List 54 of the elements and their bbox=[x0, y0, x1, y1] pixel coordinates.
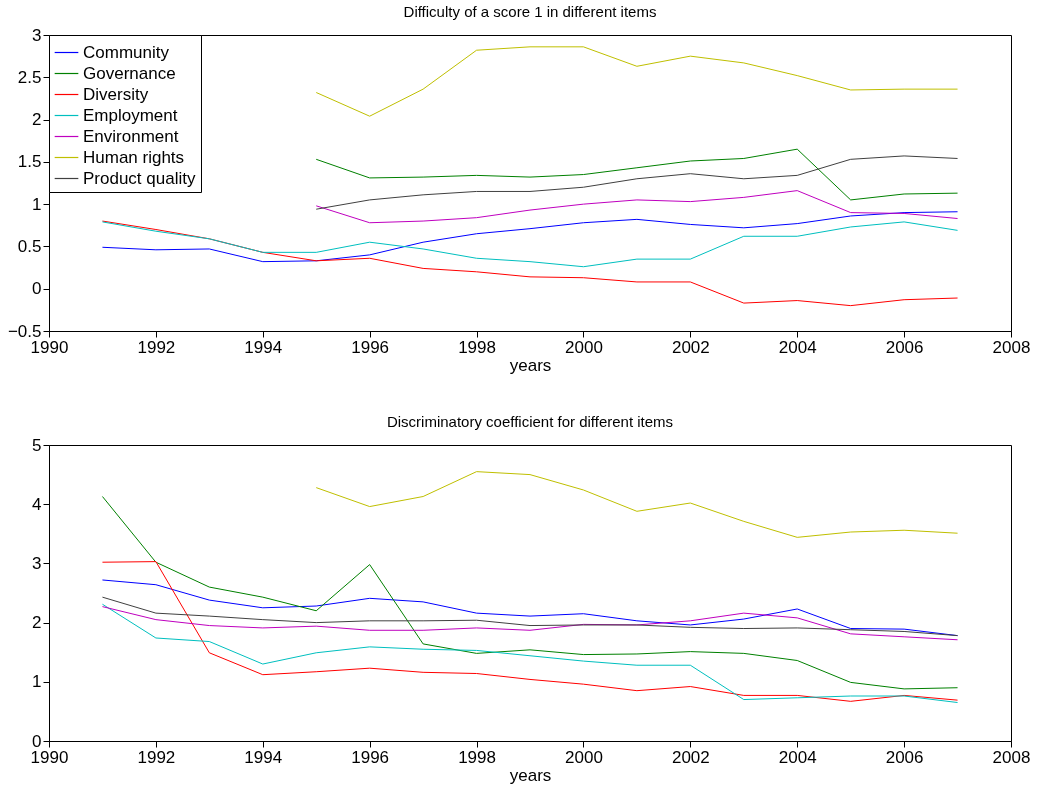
line-series bbox=[101, 606, 959, 641]
x-axis-title: years bbox=[509, 765, 552, 785]
y-tick-label: 2 bbox=[32, 613, 42, 633]
x-tick-label: 1994 bbox=[244, 337, 283, 357]
x-tick-label: 2000 bbox=[565, 337, 603, 357]
legend-label: Environment bbox=[83, 126, 179, 146]
y-tick-label: 0 bbox=[32, 279, 42, 299]
chart-title: Difficulty of a score 1 in different items bbox=[403, 3, 657, 20]
x-tick-label: 1996 bbox=[351, 337, 390, 357]
line-series bbox=[315, 471, 959, 538]
x-tick-label: 1992 bbox=[137, 747, 176, 767]
line-series bbox=[101, 211, 959, 263]
x-tick-label: 2008 bbox=[992, 747, 1031, 767]
x-tick-label: 1998 bbox=[458, 747, 496, 767]
line-series bbox=[315, 46, 959, 117]
y-tick-label: 4 bbox=[32, 494, 42, 514]
line-series bbox=[101, 221, 959, 268]
y-tick-label: 1.5 bbox=[17, 152, 42, 172]
line-series bbox=[101, 220, 959, 307]
x-tick-label: 1998 bbox=[458, 337, 496, 357]
y-tick-label: 2.5 bbox=[17, 67, 42, 87]
x-tick-label: 1992 bbox=[137, 337, 176, 357]
legend-label: Community bbox=[83, 42, 170, 62]
chart-title: Discriminatory coefficient for different items bbox=[386, 413, 674, 430]
line-series bbox=[101, 596, 959, 637]
x-tick-label: 1994 bbox=[244, 747, 283, 767]
legend-label: Employment bbox=[83, 105, 178, 125]
x-tick-label: 2008 bbox=[992, 337, 1031, 357]
legend-label: Governance bbox=[83, 63, 176, 83]
legend-label: Human rights bbox=[83, 147, 185, 167]
x-tick-label: 2004 bbox=[778, 337, 817, 357]
y-tick-label: 5 bbox=[32, 435, 42, 455]
y-tick-label: 3 bbox=[32, 553, 42, 573]
line-series bbox=[101, 496, 959, 690]
line-series bbox=[315, 148, 959, 201]
y-tick-label: 2 bbox=[32, 110, 42, 130]
y-tick-label: 1 bbox=[32, 194, 42, 214]
line-series bbox=[101, 603, 959, 704]
x-axis-title: years bbox=[509, 355, 552, 375]
x-tick-label: 1996 bbox=[351, 747, 390, 767]
line-series bbox=[315, 155, 959, 210]
x-tick-label: 2002 bbox=[671, 747, 710, 767]
legend-label: Product quality bbox=[83, 168, 196, 188]
x-tick-label: 2002 bbox=[671, 337, 710, 357]
line-series bbox=[101, 561, 959, 702]
x-tick-label: 2004 bbox=[778, 747, 817, 767]
x-tick-label: 2000 bbox=[565, 747, 603, 767]
x-tick-label: 2006 bbox=[885, 747, 924, 767]
y-tick-label: 1 bbox=[32, 672, 42, 692]
line-series bbox=[315, 190, 959, 224]
legend-label: Diversity bbox=[83, 84, 149, 104]
y-tick-label: 0.5 bbox=[17, 236, 42, 256]
x-tick-label: 2006 bbox=[885, 337, 924, 357]
y-tick-label: 3 bbox=[32, 25, 42, 45]
